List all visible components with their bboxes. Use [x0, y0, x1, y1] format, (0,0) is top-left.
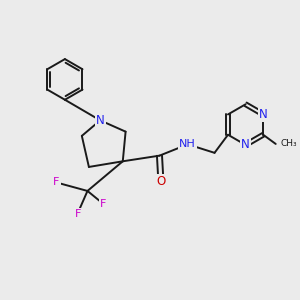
Text: O: O — [156, 175, 166, 188]
Text: F: F — [74, 208, 81, 218]
Text: F: F — [53, 178, 60, 188]
Text: N: N — [259, 108, 268, 121]
Text: CH₃: CH₃ — [280, 140, 297, 148]
Text: N: N — [96, 114, 105, 127]
Text: F: F — [100, 199, 106, 208]
Text: N: N — [241, 138, 250, 152]
Text: NH: NH — [179, 140, 196, 149]
